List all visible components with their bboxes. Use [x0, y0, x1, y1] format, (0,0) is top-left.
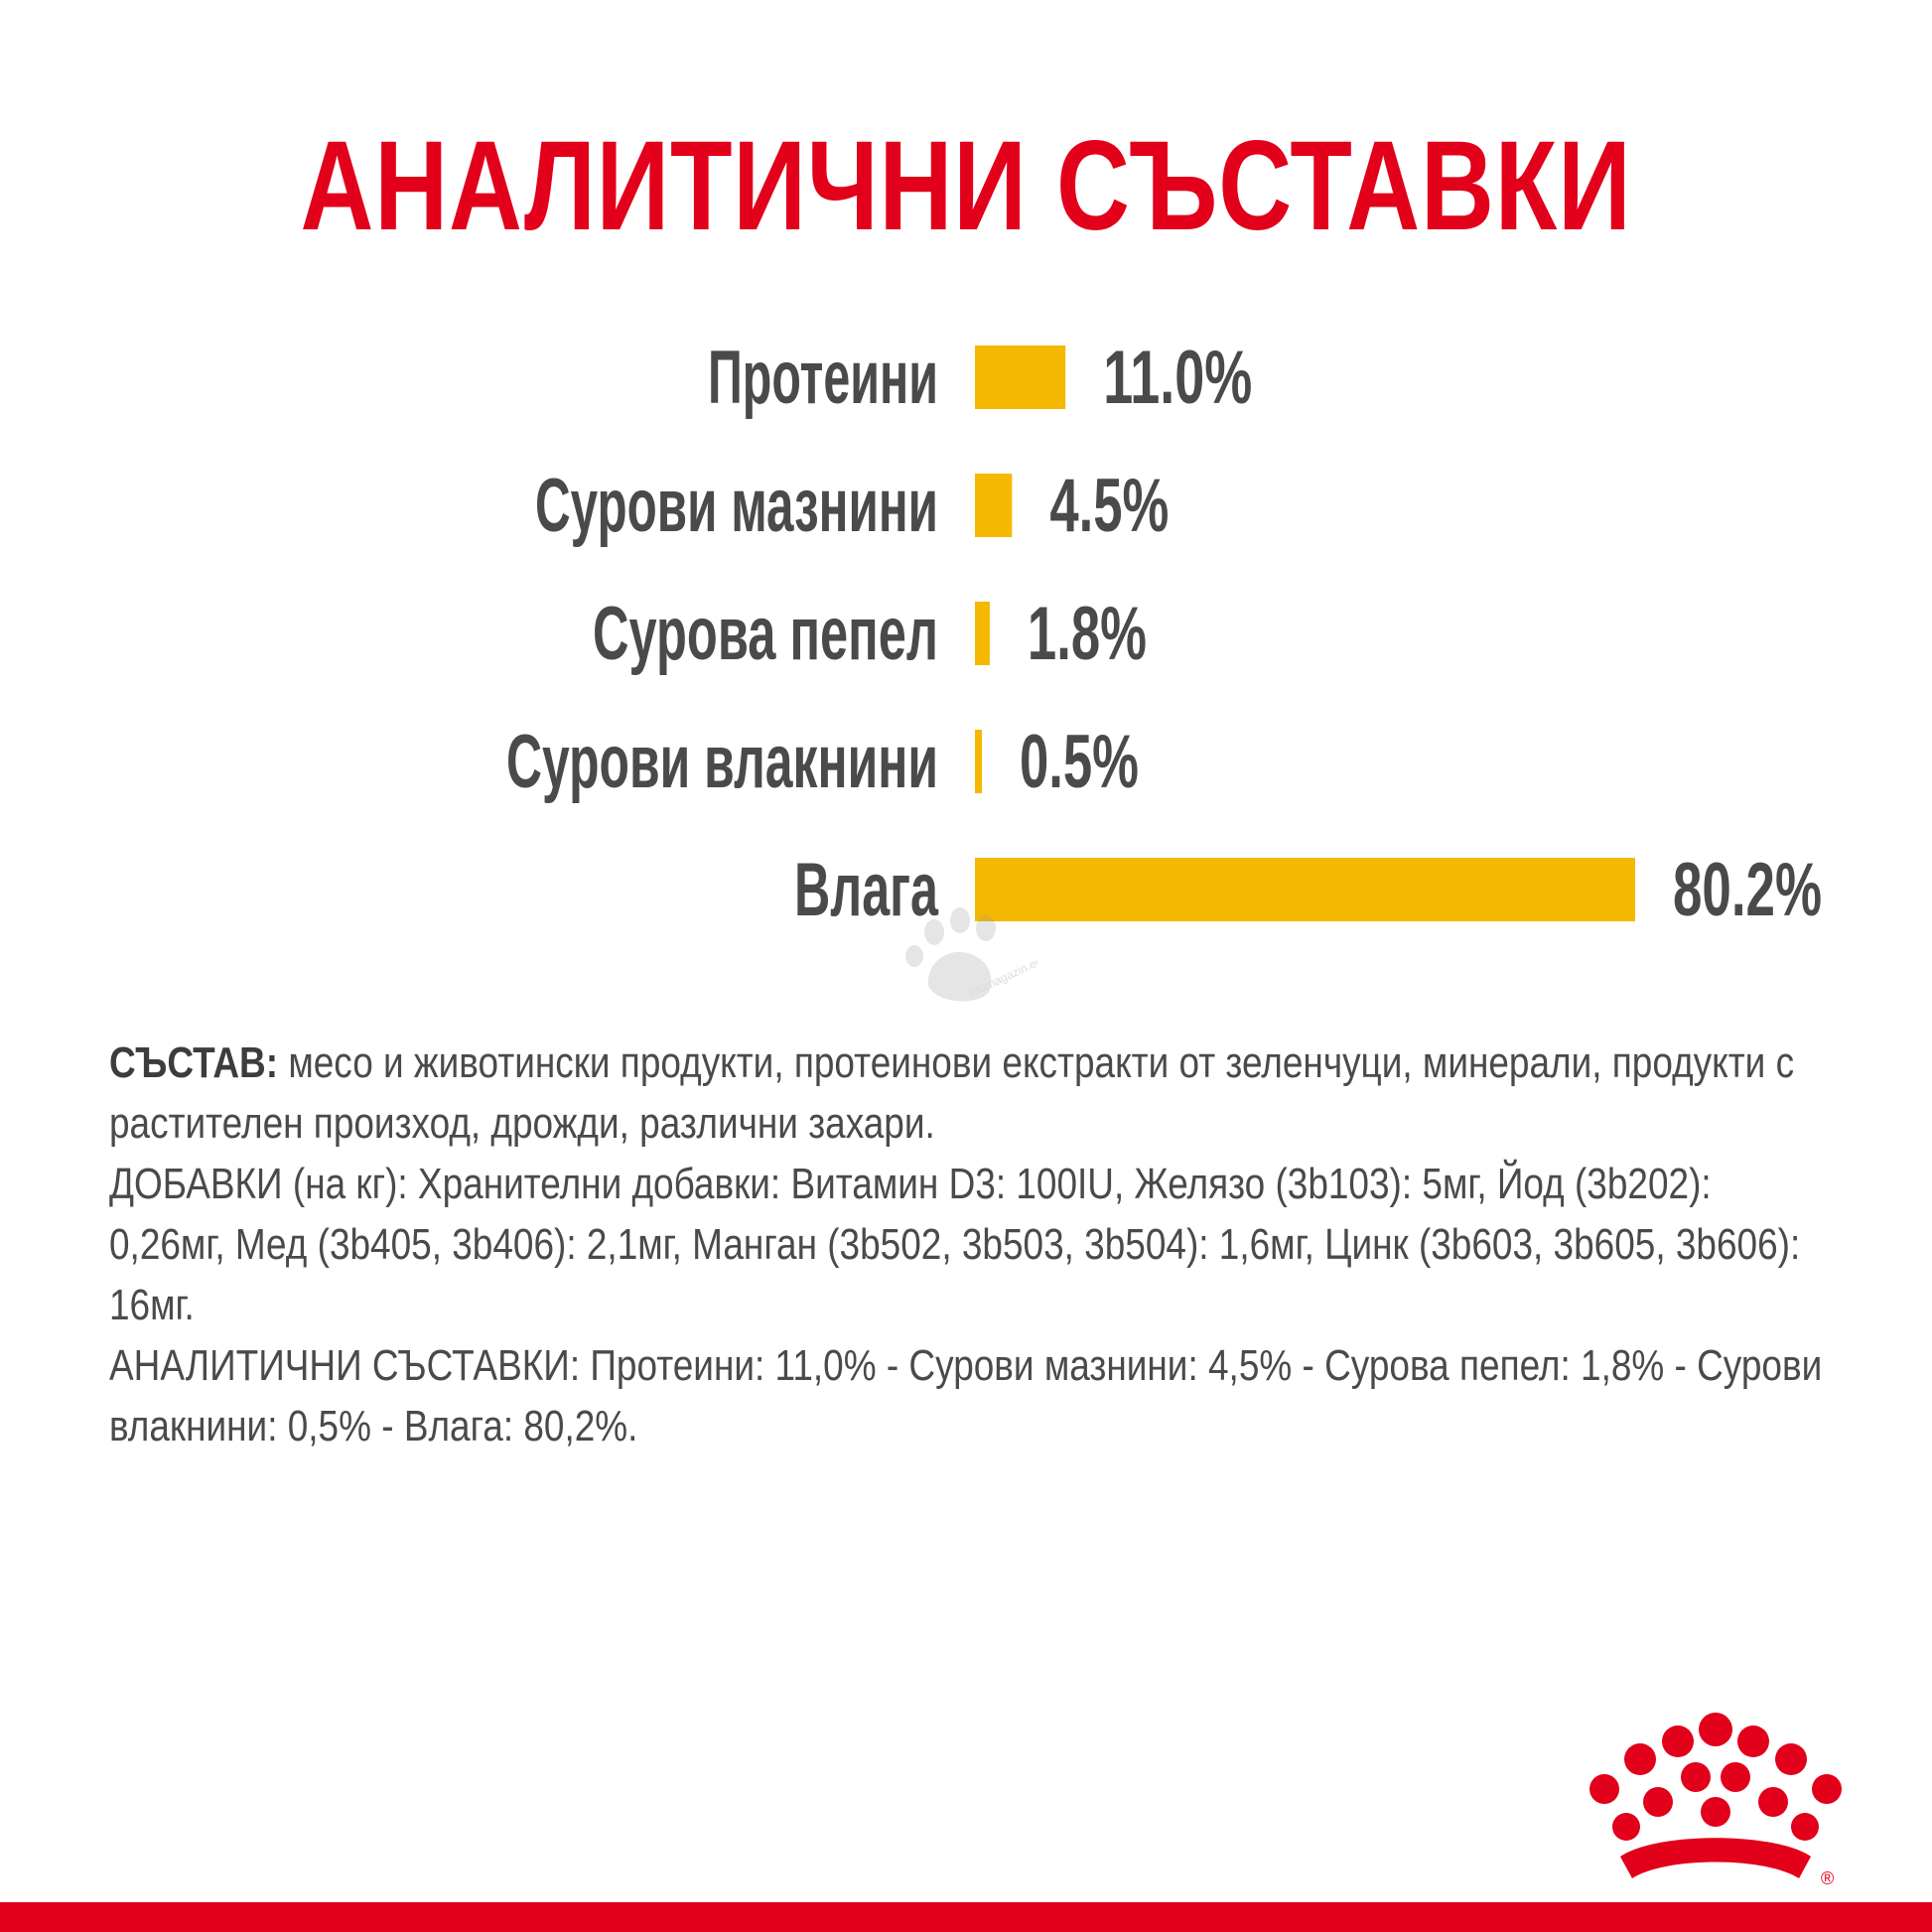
category-label: Сурова пепел — [593, 592, 938, 676]
category-label: Сурови мазнини — [535, 464, 938, 548]
analytical-paragraph: АНАЛИТИЧНИ СЪСТАВКИ: Протеини: 11,0% - С… — [109, 1341, 1823, 1450]
category-label: Влага — [794, 848, 938, 932]
bar — [975, 858, 1635, 921]
value-label: 11.0% — [1103, 336, 1252, 420]
category-label: Протеини — [708, 336, 938, 420]
crown-logo — [1589, 1713, 1842, 1878]
value-label: 0.5% — [1020, 720, 1139, 804]
value-label: 80.2% — [1673, 848, 1822, 932]
composition-paragraph: СЪСТАВ: месо и животински продукти, прот… — [109, 1033, 1827, 1154]
composition-label: СЪСТАВ: — [109, 1038, 279, 1087]
value-label: 4.5% — [1049, 464, 1169, 548]
bar — [975, 345, 1066, 409]
analytical-bar-chart: Протеини 11.0% Сурови мазнини 4.5% Сурова пе… — [506, 336, 1822, 932]
composition-ingredients: месо и животински продукти, протеинови е… — [109, 1038, 1795, 1148]
page-title: АНАЛИТИЧНИ СЪСТАВКИ — [300, 115, 1632, 257]
paw-icon — [905, 907, 996, 1002]
bar — [975, 474, 1013, 537]
brand-logo: ® — [1589, 1713, 1842, 1888]
composition-text: СЪСТАВ: месо и животински продукти, прот… — [109, 1033, 1827, 1456]
value-label: 1.8% — [1028, 592, 1147, 676]
bar — [975, 730, 982, 793]
watermark: zoomagazin.eu — [905, 907, 1037, 1002]
bottom-brand-bar — [0, 1902, 1932, 1932]
bar — [975, 602, 990, 665]
additives-paragraph: ДОБАВКИ (на кг): Хранителни добавки: Вит… — [109, 1160, 1801, 1329]
category-label: Сурови влакнини — [506, 720, 938, 804]
registered-mark: ® — [1821, 1868, 1834, 1888]
